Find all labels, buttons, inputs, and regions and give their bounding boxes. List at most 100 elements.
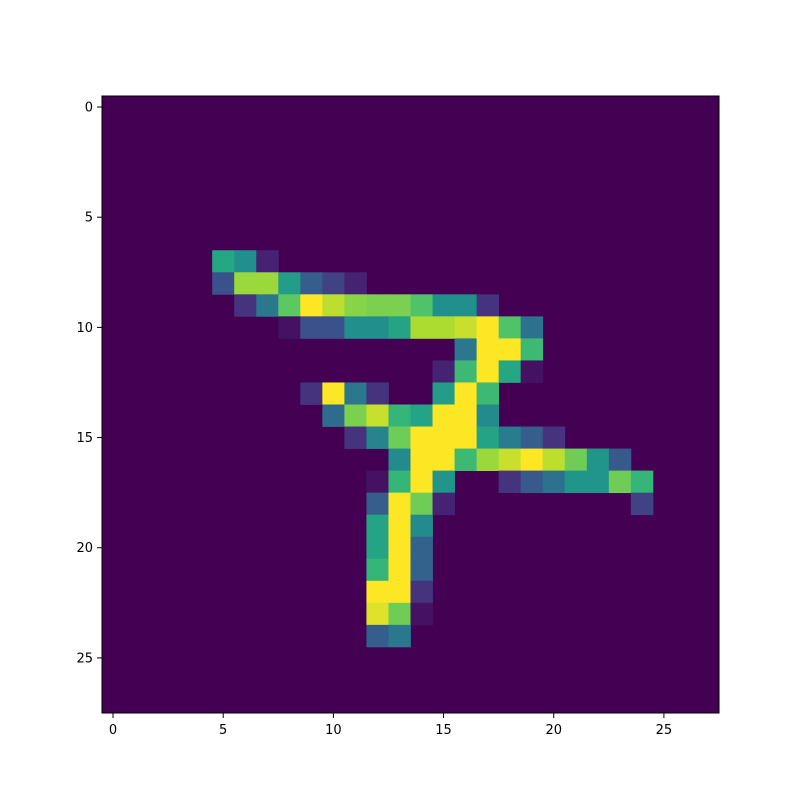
heatmap-cell bbox=[366, 624, 389, 648]
heatmap-cell bbox=[344, 272, 367, 295]
x-tick-label: 5 bbox=[219, 723, 227, 738]
heatmap-cell bbox=[366, 316, 389, 339]
heatmap-cell bbox=[476, 426, 500, 449]
x-tick-label: 15 bbox=[435, 723, 452, 738]
x-axis: 0 5 10 15 20 25 bbox=[109, 713, 672, 738]
heatmap-cell bbox=[366, 602, 389, 626]
heatmap-cell bbox=[454, 426, 478, 449]
heatmap-cell bbox=[300, 316, 323, 339]
heatmap-cell bbox=[520, 360, 544, 383]
heatmap-cell bbox=[388, 294, 411, 317]
heatmap-cell bbox=[410, 448, 433, 472]
heatmap-cell bbox=[278, 272, 301, 295]
heatmap-cell bbox=[388, 580, 411, 604]
heatmap-cell bbox=[366, 470, 389, 494]
heatmap-cell bbox=[278, 294, 301, 317]
y-tick-label: 0 bbox=[85, 101, 93, 116]
heatmap-cell bbox=[322, 404, 345, 427]
heatmap-cell bbox=[476, 448, 500, 472]
heatmap-cell bbox=[366, 492, 389, 516]
heatmap-cell bbox=[366, 426, 389, 449]
heatmap-cell bbox=[256, 250, 279, 273]
heatmap-cell bbox=[410, 536, 433, 560]
heatmap-cell bbox=[410, 514, 433, 538]
heatmap-cell bbox=[586, 470, 610, 494]
heatmap-cell bbox=[388, 514, 411, 538]
heatmap-cell bbox=[454, 316, 478, 339]
heatmap-cell bbox=[212, 272, 235, 295]
heatmap-cell bbox=[256, 272, 279, 295]
heatmap-cell bbox=[366, 514, 389, 538]
heatmap-cell bbox=[432, 382, 455, 405]
y-tick-label: 10 bbox=[76, 321, 93, 336]
heatmap-cell bbox=[432, 426, 455, 449]
heatmap-cell bbox=[608, 448, 632, 472]
heatmap-cell bbox=[498, 338, 522, 361]
heatmap-cell bbox=[586, 448, 610, 472]
x-tick-label: 0 bbox=[109, 723, 117, 738]
heatmap-cell bbox=[432, 294, 455, 317]
heatmap-cell bbox=[630, 470, 654, 494]
y-tick-label: 5 bbox=[85, 211, 93, 226]
heatmap-cell bbox=[388, 426, 411, 449]
heatmap-cell bbox=[520, 426, 544, 449]
heatmap-cell bbox=[498, 448, 522, 472]
heatmap-cell bbox=[476, 360, 500, 383]
heatmap-cell bbox=[564, 448, 588, 472]
heatmap-cell bbox=[520, 338, 544, 361]
heatmap-cell bbox=[630, 492, 654, 516]
heatmap-cell bbox=[520, 316, 544, 339]
heatmap-cell bbox=[454, 294, 478, 317]
y-axis: 0 5 10 15 20 25 bbox=[76, 101, 102, 666]
heatmap-cell bbox=[454, 360, 478, 383]
heatmap-cell bbox=[366, 382, 389, 405]
heatmap-cell bbox=[366, 294, 389, 317]
plot-frame bbox=[101, 95, 720, 714]
x-tick-label: 25 bbox=[656, 723, 673, 738]
heatmap-cell bbox=[388, 536, 411, 560]
heatmap-cell bbox=[388, 602, 411, 626]
heatmap-cell bbox=[366, 404, 389, 427]
heatmap-cell bbox=[432, 316, 455, 339]
heatmap-cell bbox=[300, 294, 323, 317]
heatmap-cell bbox=[410, 470, 433, 494]
heatmap-cell bbox=[432, 404, 455, 427]
y-tick-label: 20 bbox=[76, 541, 93, 556]
heatmap-cell bbox=[344, 382, 367, 405]
heatmap-cell bbox=[454, 448, 478, 472]
heatmap-cell bbox=[564, 470, 588, 494]
heatmap-cell bbox=[388, 558, 411, 582]
heatmap-cell bbox=[410, 602, 433, 626]
heatmap-cell bbox=[498, 426, 522, 449]
heatmap-cell bbox=[256, 294, 279, 317]
heatmap-cell bbox=[344, 294, 367, 317]
heatmap-cell bbox=[432, 470, 455, 494]
heatmap-cell bbox=[322, 382, 345, 405]
heatmap-cell bbox=[432, 360, 455, 383]
heatmap-cell bbox=[388, 448, 411, 472]
heatmap-cell bbox=[410, 404, 433, 427]
heatmap-cell bbox=[476, 294, 500, 317]
heatmap-cell bbox=[410, 558, 433, 582]
heatmap-cell bbox=[454, 404, 478, 427]
heatmap-cell bbox=[410, 294, 433, 317]
heatmap-cell bbox=[454, 338, 478, 361]
heatmap-cell bbox=[410, 316, 433, 339]
heatmap-cell bbox=[498, 316, 522, 339]
heatmap-cell bbox=[322, 316, 345, 339]
heatmap-cell bbox=[608, 470, 632, 494]
heatmap-cell bbox=[300, 272, 323, 295]
heatmap-cell bbox=[344, 426, 367, 449]
heatmap-cell bbox=[432, 448, 455, 472]
heatmap-cell bbox=[366, 536, 389, 560]
heatmap-cell bbox=[344, 404, 367, 427]
heatmap-cell bbox=[388, 404, 411, 427]
heatmap-cell bbox=[476, 382, 500, 405]
heatmap-cell bbox=[344, 316, 367, 339]
heatmap-cell bbox=[388, 492, 411, 516]
heatmap-cell bbox=[498, 360, 522, 383]
heatmap-cell bbox=[454, 382, 478, 405]
heatmap-cell bbox=[366, 580, 389, 604]
